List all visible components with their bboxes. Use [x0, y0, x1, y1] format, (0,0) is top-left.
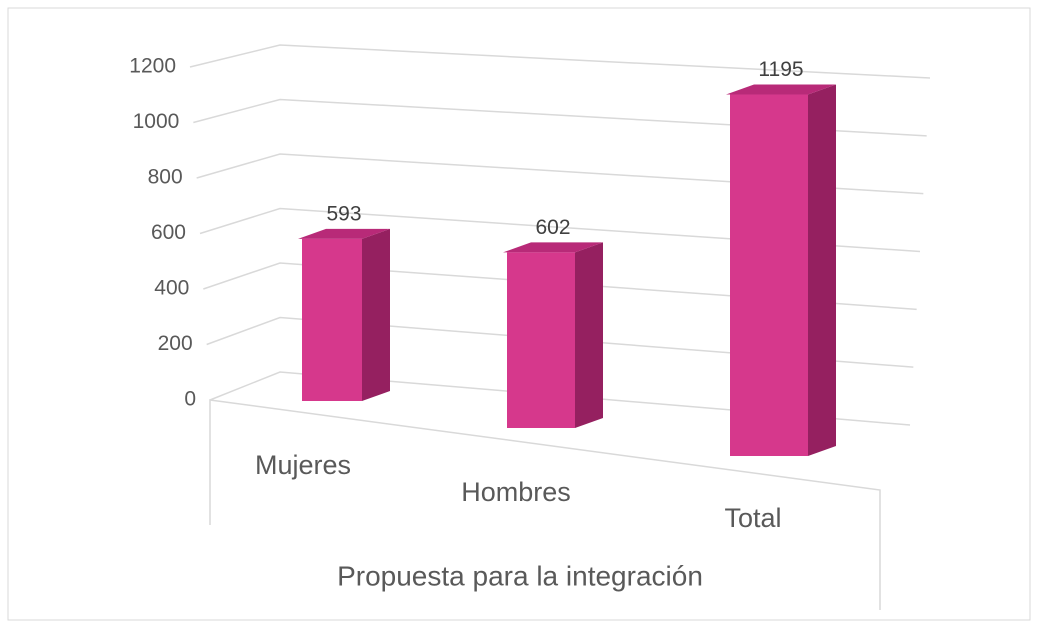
- y-tick-label: 800: [148, 166, 183, 189]
- grid-line: [189, 44, 931, 79]
- x-tick-label: Hombres: [461, 477, 571, 507]
- y-tick-label: 400: [154, 277, 189, 300]
- y-tick-label: 1200: [129, 55, 176, 78]
- grid-line: [199, 207, 921, 253]
- bar: [730, 94, 808, 456]
- grid-line: [206, 316, 914, 368]
- grid-line: [193, 98, 927, 137]
- x-tick-label: Mujeres: [255, 450, 351, 480]
- bar-side: [808, 84, 836, 456]
- y-tick-label: 1000: [133, 110, 180, 133]
- bar-side: [575, 242, 603, 428]
- y-tick-label: 600: [151, 221, 186, 244]
- x-axis-title: Propuesta para la integración: [337, 560, 703, 591]
- x-tick-label: Total: [724, 503, 781, 533]
- bar-side: [362, 228, 390, 401]
- bar: [507, 252, 575, 428]
- value-label: 593: [326, 202, 361, 225]
- y-tick-label: 200: [158, 332, 193, 355]
- grid-line: [203, 262, 917, 311]
- bar-top: [298, 228, 390, 239]
- bar-top: [503, 242, 603, 253]
- grid-line: [196, 153, 924, 195]
- y-tick-label: 0: [184, 388, 196, 411]
- value-label: 1195: [758, 58, 803, 81]
- bar-top: [726, 84, 836, 95]
- bar: [302, 238, 362, 401]
- value-label: 602: [535, 216, 570, 239]
- floor-edge: [209, 399, 881, 610]
- grid-line: [209, 371, 911, 426]
